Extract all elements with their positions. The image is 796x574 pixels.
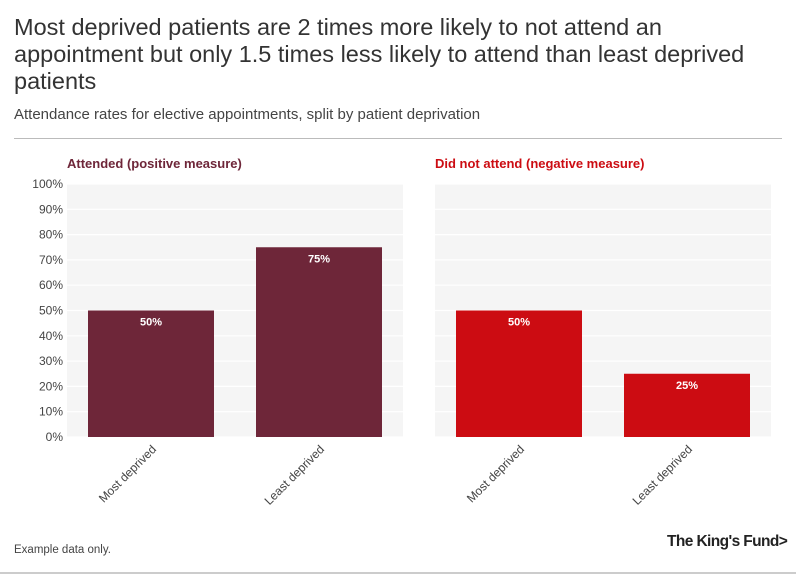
y-tick-label: 100%: [32, 177, 63, 191]
bar: [456, 310, 582, 437]
bar-value-label: 50%: [140, 317, 162, 329]
bar-value-label: 50%: [508, 317, 530, 329]
y-tick-label: 80%: [39, 228, 63, 242]
x-category-label: Least deprived: [262, 442, 328, 508]
x-category-label: Most deprived: [96, 442, 159, 505]
footnote: Example data only.: [14, 544, 111, 556]
y-tick-label: 70%: [39, 253, 63, 267]
panel-title: Did not attend (negative measure): [435, 156, 644, 171]
y-tick-label: 0%: [46, 430, 64, 444]
y-tick-label: 40%: [39, 329, 63, 343]
bar: [624, 373, 750, 437]
y-tick-label: 50%: [39, 304, 63, 318]
y-tick-label: 30%: [39, 354, 63, 368]
y-tick-label: 10%: [39, 405, 63, 419]
header-divider: [14, 138, 782, 139]
brand-logo: The King's Fund>: [667, 533, 788, 550]
panel-title: Attended (positive measure): [67, 156, 242, 171]
x-category-label: Least deprived: [630, 442, 696, 508]
y-tick-label: 60%: [39, 278, 63, 292]
bar-value-label: 75%: [308, 253, 330, 265]
bar: [88, 310, 214, 437]
bottom-divider: [0, 572, 796, 574]
bar-value-label: 25%: [676, 380, 698, 392]
chart-subtitle: Attendance rates for elective appointmen…: [14, 106, 481, 123]
chart-area: 0% 10% 20% 30% 40% 50% 60% 70% 80% 90% 100% Attende…: [32, 156, 750, 508]
x-category-label: Most deprived: [464, 442, 527, 505]
chart-title: Most deprived patients are 2 times more …: [14, 14, 745, 94]
y-tick-label: 90%: [39, 202, 63, 216]
bar: [256, 247, 382, 437]
y-tick-label: 20%: [39, 379, 63, 393]
